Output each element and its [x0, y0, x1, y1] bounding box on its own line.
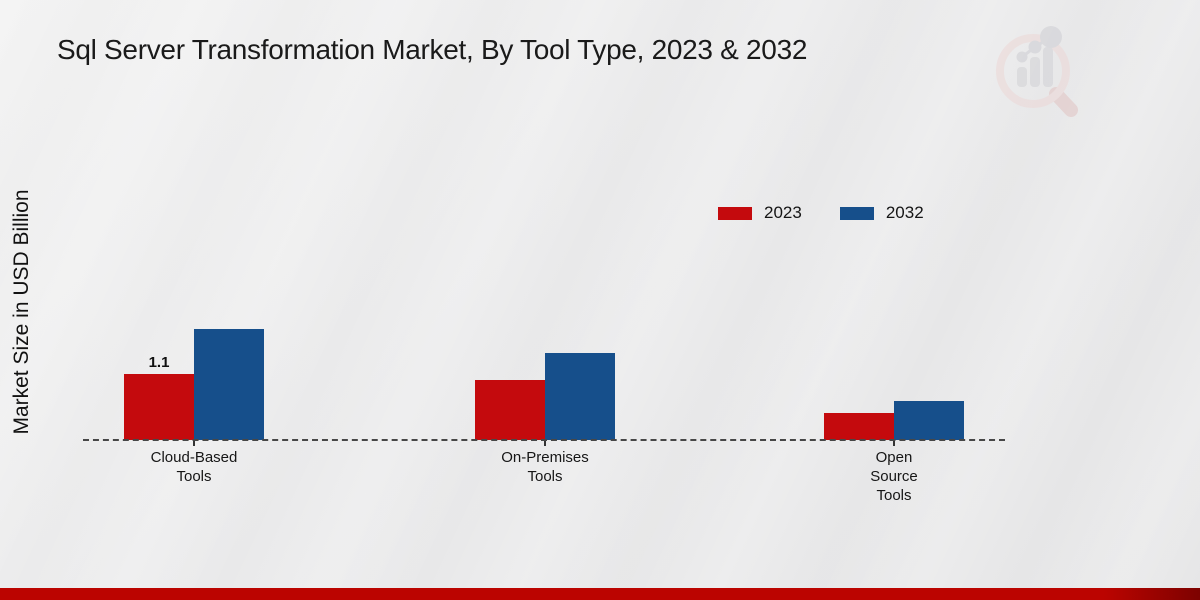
chart-title: Sql Server Transformation Market, By Too… [57, 34, 808, 65]
bar-2032-on-premises [545, 353, 615, 440]
market-research-logo-icon [996, 26, 1078, 117]
legend-label-2032: 2032 [885, 203, 924, 222]
bar-2023-on-premises [475, 380, 545, 440]
bar-2023-cloud-based [124, 374, 194, 440]
bar-value-label: 1.1 [148, 354, 170, 371]
legend: 2023 2032 [718, 203, 924, 223]
category-label-cloud-based-tools: Cloud-Based Tools [150, 449, 238, 485]
legend-swatch-2032 [839, 206, 874, 220]
x-axis-baseline [83, 439, 1005, 441]
legend-label-2023: 2023 [764, 203, 802, 222]
category-label-on-premises-tools: On-Premises Tools [501, 449, 589, 485]
bar-2023-open-source [824, 413, 894, 440]
category-label-open-source-tools: Open Source Tools [870, 449, 918, 504]
bar-2032-open-source [894, 401, 964, 440]
bottom-accent-strip [0, 588, 1200, 600]
x-axis-tick [544, 441, 546, 446]
legend-swatch-2023 [718, 206, 752, 220]
bar-2032-cloud-based [194, 329, 264, 440]
x-axis-tick [893, 441, 895, 446]
x-axis-tick [193, 441, 195, 446]
